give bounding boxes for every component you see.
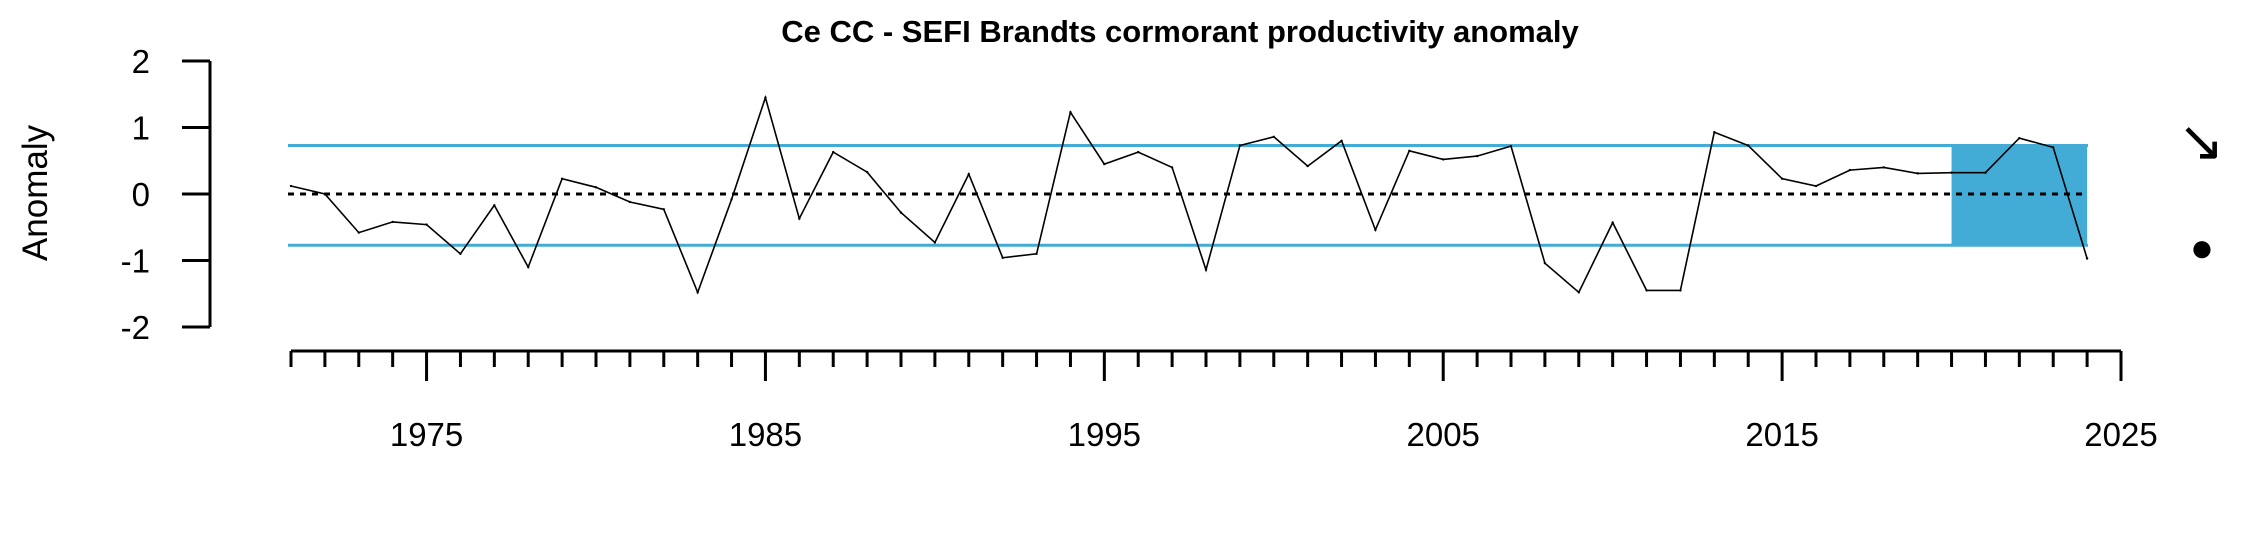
data-point — [1543, 261, 1547, 265]
data-point — [628, 200, 632, 204]
data-point — [1103, 162, 1106, 166]
y-tick-label: 2 — [132, 43, 150, 80]
data-point — [2085, 257, 2089, 260]
x-tick-label: 1985 — [729, 416, 802, 453]
data-point — [289, 184, 293, 188]
data-point — [493, 204, 496, 207]
data-point — [527, 265, 530, 269]
data-point — [1882, 166, 1885, 169]
data-point — [865, 170, 869, 174]
data-point — [594, 186, 598, 189]
data-point — [1035, 252, 1038, 256]
data-point — [1984, 171, 1987, 174]
y-axis: 2 1 0 -1 -2 — [121, 43, 212, 346]
data-point — [1916, 172, 1919, 175]
data-point — [730, 198, 733, 201]
data-point — [1780, 177, 1784, 180]
data-point — [967, 172, 970, 176]
data-point — [425, 223, 428, 226]
data-point — [899, 211, 903, 214]
data-point — [1713, 130, 1716, 134]
data-point — [1001, 256, 1004, 260]
y-tick-label: 0 — [132, 176, 150, 213]
x-tick-label: 2025 — [2084, 416, 2157, 453]
data-point — [1408, 149, 1411, 152]
data-point — [1577, 291, 1580, 294]
data-point — [1611, 221, 1614, 224]
x-tick-label: 1975 — [390, 416, 463, 453]
data-point — [391, 220, 394, 224]
data-point — [1950, 171, 1953, 174]
data-point — [1814, 184, 1818, 188]
y-axis-label: Anomaly — [16, 124, 55, 261]
x-tick-label: 2005 — [1407, 416, 1480, 453]
data-point — [357, 231, 360, 234]
x-tick-label: 1995 — [1068, 416, 1141, 453]
data-point — [1306, 164, 1309, 168]
data-point — [1137, 150, 1140, 154]
data-point — [933, 241, 937, 244]
data-point — [1679, 289, 1682, 292]
trend-arrow-icon: ↘ — [2178, 109, 2225, 172]
data-point — [1204, 268, 1208, 272]
data-point — [2018, 136, 2021, 140]
data-point — [1442, 158, 1445, 161]
data-point — [2052, 146, 2055, 149]
data-point — [1069, 111, 1072, 114]
data-point — [662, 208, 665, 211]
y-tick-label: -2 — [121, 309, 150, 346]
data-point — [832, 150, 835, 154]
data-point — [764, 96, 767, 99]
data-point — [1170, 166, 1174, 169]
mean-status-dot-icon: ● — [2190, 226, 2214, 270]
data-point — [1645, 289, 1648, 292]
data-point — [560, 177, 564, 180]
data-point — [1509, 144, 1513, 148]
data-point — [323, 192, 327, 196]
x-tick-label: 2015 — [1745, 416, 1818, 453]
chart-title: Ce CC - SEFI Brandts cormorant productiv… — [781, 14, 1579, 49]
series-line — [290, 94, 2088, 295]
data-point — [1340, 139, 1343, 142]
data-point — [1272, 135, 1275, 139]
data-points — [289, 96, 2089, 294]
x-axis: 1975 1985 1995 2005 2015 2025 — [289, 349, 2158, 453]
data-point — [1475, 154, 1479, 158]
data-point — [696, 291, 699, 294]
data-point — [1374, 228, 1377, 232]
data-point — [1747, 144, 1750, 147]
data-point — [1238, 144, 1242, 147]
y-tick-label: 1 — [132, 110, 150, 147]
data-point — [459, 252, 462, 256]
y-tick-label: -1 — [121, 243, 150, 280]
data-point — [1848, 168, 1852, 172]
data-point — [798, 217, 801, 220]
